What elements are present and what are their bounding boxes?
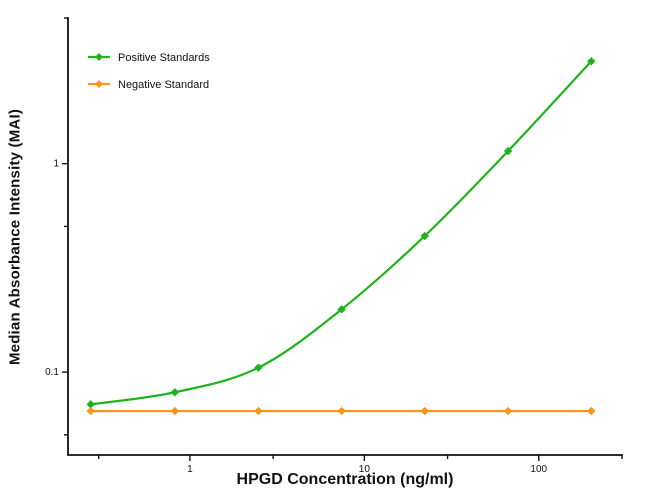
data-point-marker xyxy=(420,406,429,416)
data-point-marker xyxy=(337,406,346,416)
data-point-marker xyxy=(254,406,263,416)
legend-marker-icon xyxy=(95,53,103,61)
y-axis-label: Median Absorbance Intensity (MAI) xyxy=(6,108,24,366)
data-point-marker xyxy=(254,363,263,372)
legend-entry: Negative Standard xyxy=(88,79,209,91)
legend: Positive Standards Negative Standard xyxy=(88,52,210,91)
data-point-marker xyxy=(337,305,346,314)
tick-marks xyxy=(62,17,623,461)
series-positive-standards xyxy=(86,57,596,409)
series-negative-standard xyxy=(86,406,596,416)
tick-labels: 1 10 100 0.1 1 xyxy=(45,159,547,475)
data-point-marker xyxy=(420,231,429,241)
data-point-marker xyxy=(86,406,95,416)
legend-entry: Positive Standards xyxy=(88,52,210,64)
x-tick-label: 1 xyxy=(187,464,193,475)
data-point-marker xyxy=(587,57,596,66)
y-tick-label: 1 xyxy=(53,159,59,170)
legend-label: Positive Standards xyxy=(118,52,210,64)
data-point-marker xyxy=(170,388,180,397)
data-point-marker xyxy=(170,406,180,416)
x-tick-label: 10 xyxy=(359,464,371,475)
legend-label: Negative Standard xyxy=(118,79,209,91)
x-tick-label: 100 xyxy=(530,464,547,475)
legend-marker-icon xyxy=(95,80,103,88)
x-axis-label: HPGD Concentration (ng/ml) xyxy=(236,471,454,488)
data-point-marker xyxy=(587,406,596,416)
data-point-marker xyxy=(503,146,513,156)
data-point-marker xyxy=(503,406,513,416)
data-point-marker xyxy=(86,400,95,409)
y-tick-label: 0.1 xyxy=(45,367,59,378)
